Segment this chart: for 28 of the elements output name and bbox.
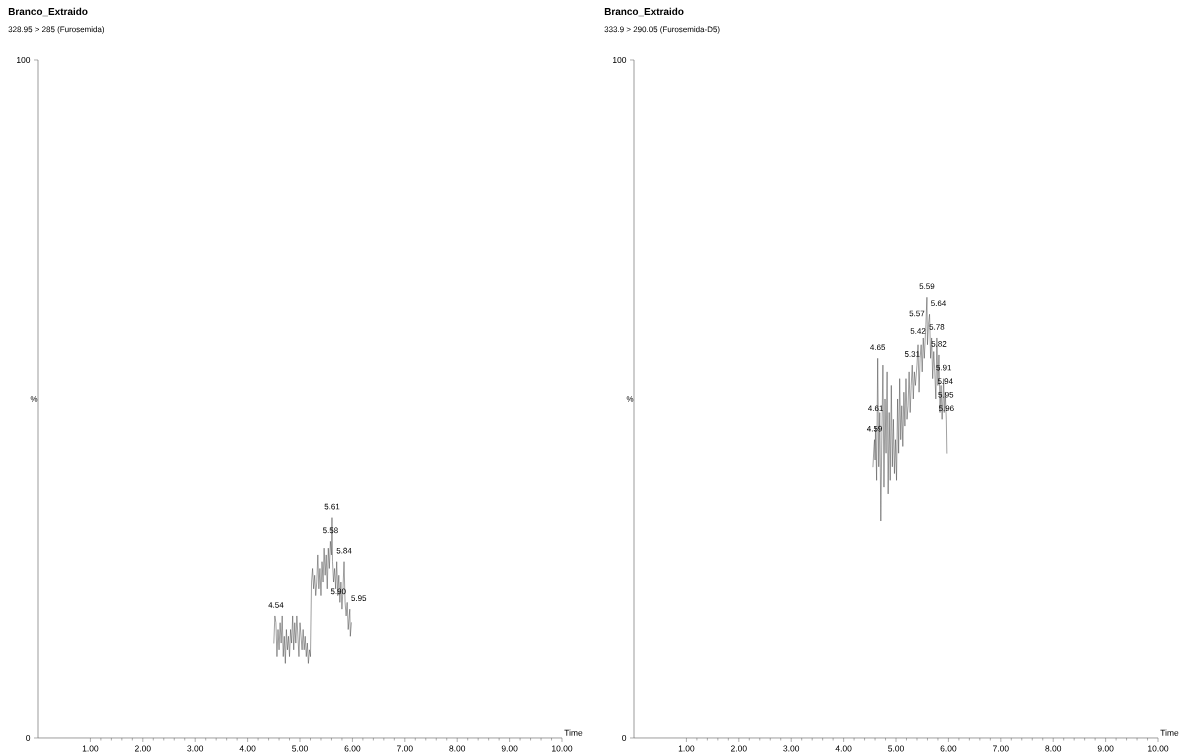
x-tick-label: 10.00 [552, 745, 573, 752]
x-tick-label: 6.00 [344, 745, 361, 752]
x-tick-label: 1.00 [82, 745, 99, 752]
y-tick-label: 100 [613, 56, 627, 63]
x-tick-label: 4.00 [835, 745, 852, 752]
chart-title: Branco_Extraido [604, 7, 684, 17]
x-tick-label: 8.00 [449, 745, 466, 752]
x-tick-label: 2.00 [134, 745, 151, 752]
x-tick-label: 1.00 [678, 745, 695, 752]
x-tick-label: 9.00 [1097, 745, 1114, 752]
y-tick-label: 0 [26, 734, 31, 741]
x-tick-label: 9.00 [501, 745, 518, 752]
x-tick-label: 5.00 [292, 745, 308, 752]
x-tick-label: 7.00 [993, 745, 1009, 752]
x-tick-label: 3.00 [187, 745, 204, 752]
x-tick-label: 5.00 [888, 745, 904, 752]
x-tick-label: 10.00 [1148, 745, 1169, 752]
x-axis-title: Time [1160, 729, 1179, 736]
x-tick-label: 7.00 [397, 745, 413, 752]
x-tick-label: 8.00 [1045, 745, 1062, 752]
y-tick-label: 0 [622, 734, 627, 741]
chart-title: Branco_Extraido [8, 7, 88, 17]
x-tick-label: 2.00 [730, 745, 747, 752]
y-tick-label: 100 [17, 56, 31, 63]
x-tick-label: 4.00 [239, 745, 256, 752]
x-tick-label: 3.00 [783, 745, 800, 752]
x-axis-title: Time [564, 729, 583, 736]
x-tick-label: 6.00 [940, 745, 957, 752]
